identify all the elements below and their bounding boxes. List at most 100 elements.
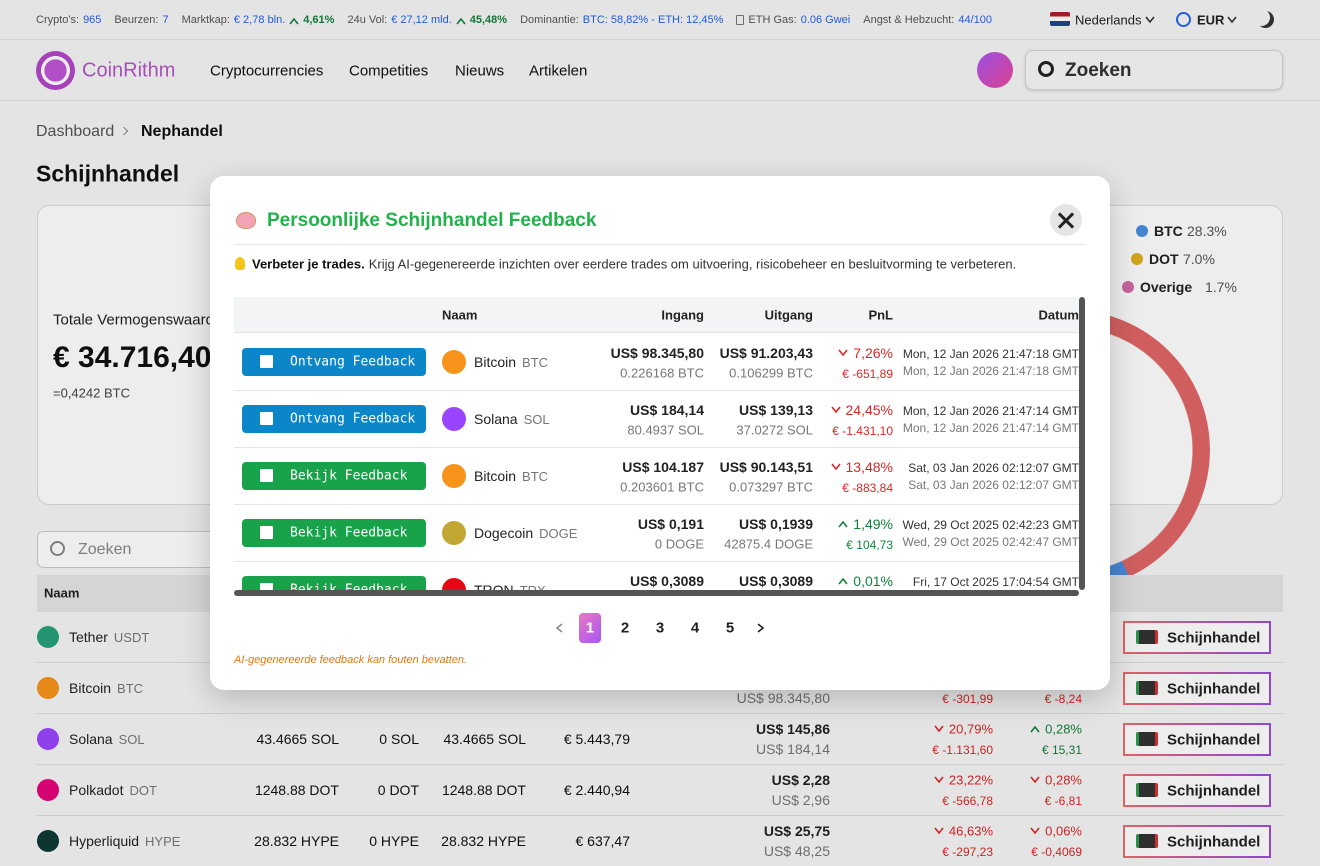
nav-link[interactable]: Cryptocurrencies: [210, 62, 324, 80]
page-number[interactable]: 3: [655, 619, 665, 637]
coin-icon: [442, 521, 466, 545]
page-number[interactable]: 2: [620, 619, 630, 637]
stat-value: 0.06 Gwei: [800, 14, 851, 26]
coin-icon: [442, 464, 466, 488]
stat: Beurzen: 7: [114, 14, 168, 26]
page-number[interactable]: 4: [690, 619, 700, 637]
trend-arrow: [934, 776, 944, 784]
stat-value: € 2,78 bln.: [233, 14, 286, 26]
search-placeholder: Zoeken: [78, 541, 132, 558]
legend-dot: [1131, 253, 1143, 265]
coin-icon: [37, 830, 59, 852]
cell-change-eur: € 15,31: [1041, 743, 1082, 757]
stat: Dominantie: BTC: 58,82% - ETH: 12,45%: [520, 14, 723, 26]
legend-pct: 1.7%: [1205, 279, 1237, 295]
nav-link[interactable]: Nieuws: [455, 62, 505, 80]
stat-value: BTC: 58,82% - ETH: 12,45%: [582, 14, 724, 26]
v-scrollbar[interactable]: [1079, 297, 1085, 590]
pnl: 7,26%: [853, 345, 893, 361]
price-exit: US$ 139,13: [739, 402, 813, 418]
stat-label: Marktkap:: [181, 14, 230, 26]
legend-name: Overige: [1140, 279, 1193, 295]
cell-change-eur: € -0,4069: [1031, 845, 1082, 859]
trend-arrow: [289, 17, 299, 25]
coin-name: Tether USDT: [69, 629, 150, 645]
coin-name: Solana SOL: [474, 411, 550, 427]
cell-change-eur: € -6,81: [1044, 794, 1082, 808]
feedback-button[interactable]: [242, 576, 426, 590]
cell-pnl-eur: € -1.131,60: [932, 743, 993, 757]
stat-change: 4,61%: [289, 14, 334, 26]
stat: Marktkap: € 2,78 bln. 4,61%: [182, 14, 335, 26]
legend-dot: [1136, 225, 1148, 237]
h-scrollbar[interactable]: [234, 590, 1079, 596]
coin-symbol: BTC: [522, 355, 549, 370]
price-entry: US$ 98.345,80: [610, 345, 704, 361]
cell-amount: 1248.88 DOT: [254, 782, 339, 798]
pnl-eur: € 104,73: [846, 538, 893, 552]
trend-arrow: [555, 623, 563, 633]
date-close: Sat, 03 Jan 2026 02:12:07 GMT: [908, 478, 1079, 492]
portfolio-value: € 34.716,40: [53, 341, 212, 374]
coin-name: Solana SOL: [69, 731, 145, 747]
coin-symbol: USDT: [113, 630, 150, 645]
price-exit: US$ 0,1939: [739, 516, 813, 532]
page-number[interactable]: 5: [725, 619, 735, 637]
cell-pnl-eur: € -566,78: [942, 794, 993, 808]
breadcrumb[interactable]: Dashboard: [36, 123, 115, 140]
qty-entry: 0.203601 BTC: [620, 479, 704, 495]
nav-link[interactable]: Artikelen: [529, 62, 588, 80]
page-number[interactable]: 1: [585, 619, 595, 637]
currency[interactable]: EUR: [1197, 12, 1225, 28]
button-icon: [260, 355, 273, 368]
trend-arrow: [934, 725, 944, 733]
brand: CoinRithm: [82, 59, 176, 82]
button-label: Bekijk Feedback: [290, 468, 408, 484]
coin-icon: [37, 677, 59, 699]
nav-link[interactable]: Competities: [349, 62, 429, 80]
column-header: PnL: [868, 307, 893, 323]
coin-name: TRONTRX: [474, 582, 546, 590]
coin-name: Hyperliquid HYPE: [69, 833, 181, 849]
stat-label: 24u Vol:: [347, 14, 388, 26]
column-header: Naam: [44, 585, 80, 601]
logo-icon: [36, 51, 75, 90]
intro-bold: Verbeter je trades.: [252, 256, 365, 272]
stat-label: Beurzen:: [114, 14, 159, 26]
button-icon: [260, 526, 273, 539]
row-divider: [234, 561, 1079, 562]
qty-exit: 37.0272 SOL: [736, 422, 813, 438]
holdings-search[interactable]: [37, 531, 237, 568]
column-header: Datum: [1038, 307, 1079, 323]
button-icon: [260, 469, 273, 482]
cell-pnl: 20,79%: [948, 721, 993, 737]
date-open: Wed, 29 Oct 2025 02:42:23 GMT: [902, 518, 1079, 532]
stat-label: Dominantie:: [520, 14, 579, 26]
trend-arrow: [1030, 827, 1040, 835]
price-now: US$ 2,28: [771, 772, 830, 788]
button-icon: [260, 412, 273, 425]
cell-change: 0,28%: [1045, 772, 1082, 788]
trend-arrow: [1030, 776, 1040, 784]
cell-available: 28.832 HYPE: [441, 833, 526, 849]
stat-label: Crypto's:: [36, 14, 80, 26]
trade-button[interactable]: [1123, 825, 1271, 858]
cell-available: 43.4665 SOL: [443, 731, 526, 747]
coin-icon: [37, 728, 59, 750]
cell-locked: 0 DOT: [377, 782, 419, 798]
price-entry: US$ 2,96: [771, 792, 830, 808]
currency-icon: [1176, 12, 1191, 27]
stat-change: 45,48%: [456, 14, 507, 26]
date-open: Mon, 12 Jan 2026 21:47:18 GMT: [902, 347, 1079, 361]
date-open: Fri, 17 Oct 2025 17:04:54 GMT: [912, 575, 1079, 589]
trend-arrow: [831, 406, 841, 414]
intro-text: Krijg AI-gegenereerde inzichten over eer…: [368, 256, 1017, 272]
stat-value: 965: [83, 14, 102, 26]
trend-arrow: [934, 827, 944, 835]
search-box[interactable]: [1025, 50, 1283, 90]
cell-pnl-eur: € -297,23: [942, 845, 993, 859]
button-icon: [1136, 681, 1158, 695]
language[interactable]: Nederlands: [1075, 12, 1142, 28]
cell-locked: 0 SOL: [379, 731, 419, 747]
avatar[interactable]: [977, 52, 1013, 88]
